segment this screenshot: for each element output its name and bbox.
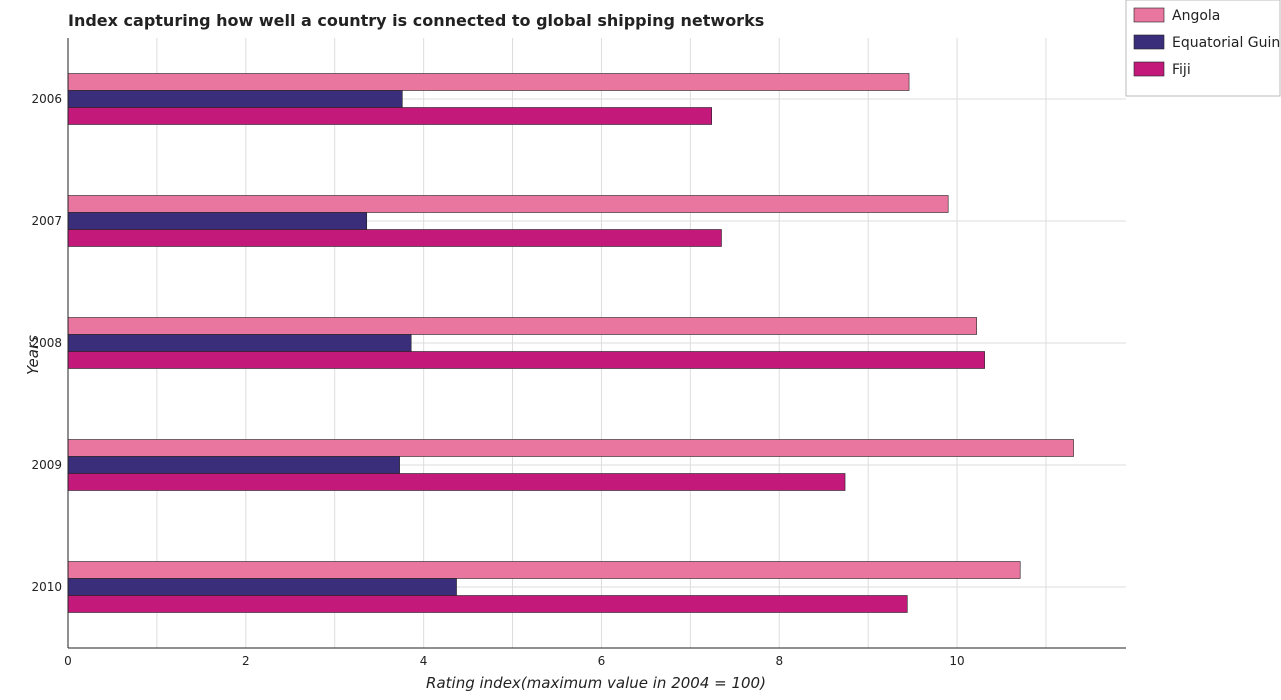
x-tick-label: 8: [775, 654, 783, 668]
bar-equatorial-guinea-2006: [67, 90, 403, 108]
grid: [67, 38, 1126, 648]
bar-fiji-2009: [67, 473, 846, 491]
bars: [67, 73, 1074, 613]
x-tick-label: 10: [949, 654, 964, 668]
x-tick-label: 4: [420, 654, 428, 668]
bar-angola-2006: [67, 73, 910, 91]
axes: 2006 2007 2008 2009 2010 0 2 4 6 8 10: [31, 38, 1126, 668]
bar-fiji-2006: [67, 107, 712, 125]
chart-title: Index capturing how well a country is co…: [68, 11, 764, 30]
y-tick-label: 2010: [31, 580, 62, 594]
legend-label: Equatorial Guinea: [1172, 35, 1281, 51]
bar-fiji-2010: [67, 595, 908, 613]
bar-fiji-2007: [67, 229, 722, 247]
bar-angola-2008: [67, 317, 977, 335]
legend-swatch: [1133, 34, 1165, 50]
legend-label: Angola: [1172, 8, 1220, 24]
bar-equatorial-guinea-2009: [67, 456, 400, 474]
bar-equatorial-guinea-2007: [67, 212, 368, 230]
bar-angola-2009: [67, 439, 1074, 457]
x-tick-label: 6: [598, 654, 606, 668]
x-axis-label: Rating index(maximum value in 2004 = 100…: [426, 674, 766, 692]
x-tick-label: 2: [242, 654, 250, 668]
y-tick-label: 2008: [31, 336, 62, 350]
y-axis-label: Years: [24, 335, 42, 375]
bar-fiji-2008: [67, 351, 985, 369]
legend-label: Fiji: [1172, 62, 1191, 78]
legend-swatch: [1133, 61, 1165, 77]
legend-swatch: [1133, 7, 1165, 23]
legend: Angola Equatorial Guinea Fiji: [1125, 0, 1281, 97]
bar-equatorial-guinea-2008: [67, 334, 412, 352]
x-tick-label: 0: [64, 654, 72, 668]
y-tick-label: 2006: [31, 92, 62, 106]
bar-angola-2010: [67, 561, 1021, 579]
bar-equatorial-guinea-2010: [67, 578, 457, 596]
bar-angola-2007: [67, 195, 949, 213]
y-tick-label: 2007: [31, 214, 62, 228]
y-tick-label: 2009: [31, 458, 62, 472]
